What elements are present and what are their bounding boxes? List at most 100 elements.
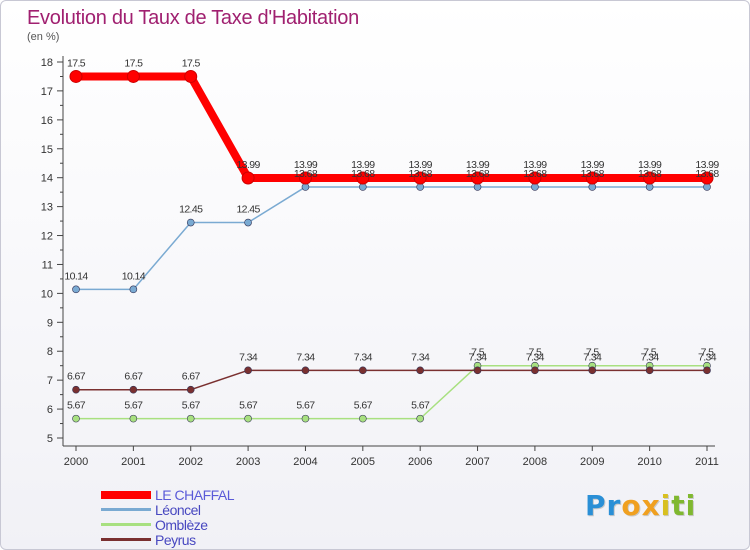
data-label: 5.67 (239, 400, 258, 412)
data-label: 5.67 (411, 400, 430, 412)
brand-letter: t (671, 489, 686, 522)
legend-label: LE CHAFFAL (155, 486, 235, 503)
data-label: 13.68 (466, 168, 490, 180)
data-label: 6.67 (182, 371, 201, 383)
data-point (244, 366, 252, 375)
data-point (416, 366, 424, 375)
data-point (703, 183, 711, 191)
x-tick-label: 2006 (408, 456, 432, 468)
data-label: 13.99 (351, 159, 375, 171)
y-tick-label: 18 (41, 57, 53, 69)
brand-letter: i (660, 489, 672, 522)
y-tick-label: 6 (47, 404, 53, 416)
y-tick-label: 8 (47, 346, 53, 358)
x-tick-label: 2010 (637, 456, 661, 468)
data-point (471, 171, 485, 185)
data-label: 13.99 (409, 159, 433, 171)
series-line (76, 72, 707, 182)
x-tick-label: 2011 (695, 456, 719, 468)
data-label: 7.5 (471, 347, 485, 359)
data-point (416, 183, 424, 191)
data-label: 7.5 (701, 347, 715, 359)
data-label: 13.68 (523, 168, 547, 180)
y-tick-label: 5 (47, 433, 53, 445)
y-tick-label: 13 (41, 202, 53, 214)
data-label: 17.5 (124, 57, 143, 69)
data-point (703, 366, 711, 375)
data-label: 17.5 (182, 57, 201, 69)
data-label: 7.34 (641, 351, 660, 363)
data-label: 13.68 (351, 168, 375, 180)
data-point (72, 414, 80, 423)
data-label: 13.68 (581, 168, 605, 180)
data-point (186, 218, 195, 227)
y-tick-label: 9 (47, 317, 53, 329)
data-label: 13.99 (581, 159, 605, 171)
data-label: 17.5 (67, 57, 86, 69)
data-point (186, 385, 195, 394)
data-point (413, 171, 427, 185)
data-point (359, 366, 367, 375)
data-point (69, 69, 83, 83)
data-point (301, 414, 310, 423)
data-label: 7.5 (586, 347, 600, 359)
data-point (72, 385, 80, 394)
data-label: 7.5 (529, 347, 543, 359)
data-label: 13.99 (236, 159, 260, 171)
brand-letter: x (641, 489, 661, 522)
legend-swatch (101, 490, 151, 499)
data-point (244, 414, 252, 423)
y-tick-label: 16 (41, 115, 53, 127)
data-point (186, 414, 195, 423)
data-point (588, 366, 597, 375)
brand-logo: Proxiti (585, 489, 696, 522)
data-label: 6.67 (124, 371, 143, 383)
data-label: 12.45 (179, 204, 203, 216)
brand-letter: P (585, 489, 607, 522)
legend-swatch (101, 508, 151, 511)
data-label: 5.67 (354, 400, 373, 412)
data-point (359, 414, 367, 423)
data-label: 10.14 (122, 270, 146, 282)
legend: LE CHAFFAL Léoncel Omblèze Peyrus (101, 486, 235, 548)
data-label: 7.5 (643, 347, 657, 359)
data-label: 13.68 (638, 168, 662, 180)
legend-swatch (101, 538, 151, 541)
x-tick-label: 2008 (523, 456, 547, 468)
brand-letter: o (621, 489, 642, 522)
y-tick-label: 14 (41, 173, 53, 185)
data-label: 7.34 (469, 351, 488, 363)
data-label: 13.99 (638, 159, 662, 171)
x-tick-label: 2004 (293, 456, 317, 468)
legend-swatch (101, 523, 151, 526)
x-tick-label: 2007 (465, 456, 489, 468)
data-label: 5.67 (296, 400, 315, 412)
x-tick-label: 2000 (64, 456, 88, 468)
legend-label: Peyrus (155, 531, 196, 548)
y-tick-label: 17 (41, 86, 53, 98)
data-point (473, 183, 482, 191)
x-tick-label: 2005 (351, 456, 375, 468)
brand-letter: i (685, 489, 697, 522)
chart-unit-label: (en %) (27, 31, 60, 43)
data-point (129, 414, 138, 423)
data-label: 7.34 (411, 351, 430, 363)
series-line (76, 186, 707, 291)
data-point (298, 171, 312, 185)
y-tick-label: 11 (42, 259, 53, 271)
legend-label: Omblèze (155, 516, 208, 533)
data-label: 13.68 (695, 168, 719, 180)
data-label: 7.34 (239, 351, 258, 363)
data-label: 5.67 (124, 400, 143, 412)
data-label: 13.68 (409, 168, 433, 180)
data-point (184, 69, 198, 83)
data-point (241, 171, 255, 185)
data-point (528, 171, 542, 185)
data-label: 13.68 (294, 168, 318, 180)
data-label: 7.34 (526, 351, 545, 363)
data-point (473, 366, 482, 375)
data-point (301, 366, 310, 375)
data-label: 13.99 (294, 159, 318, 171)
